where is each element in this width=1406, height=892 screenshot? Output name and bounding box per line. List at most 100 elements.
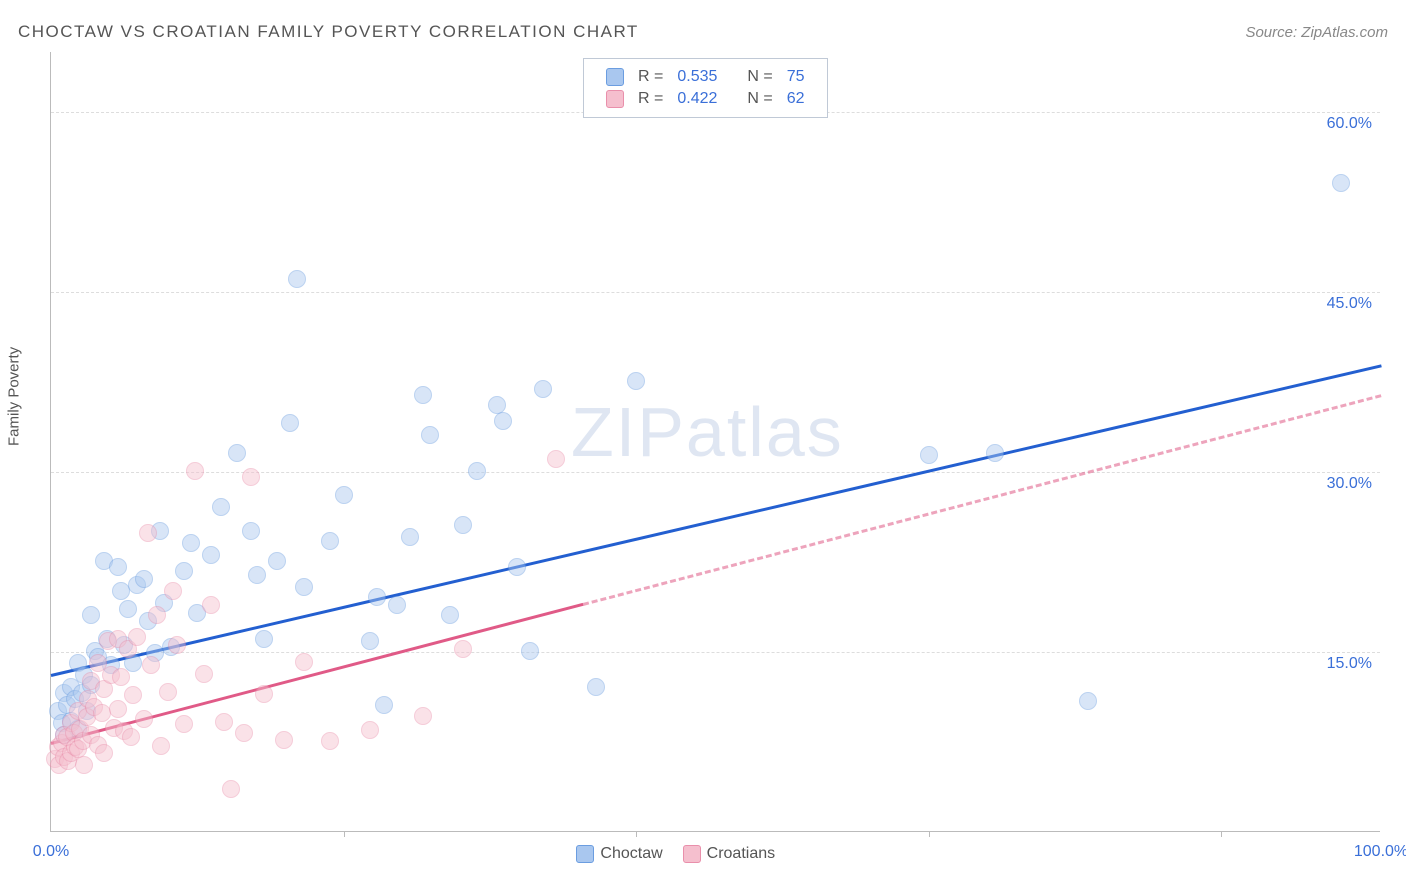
scatter-point (587, 678, 605, 696)
scatter-point (321, 732, 339, 750)
chart-title: CHOCTAW VS CROATIAN FAMILY POVERTY CORRE… (18, 22, 639, 42)
y-axis-label: Family Poverty (6, 347, 23, 446)
legend-r-label: R = (632, 67, 669, 87)
scatter-point (454, 640, 472, 658)
y-tick-label: 45.0% (1327, 295, 1372, 313)
scatter-point (375, 696, 393, 714)
scatter-point (202, 596, 220, 614)
scatter-point (920, 446, 938, 464)
scatter-point (275, 731, 293, 749)
y-tick-label: 60.0% (1327, 115, 1372, 133)
chart-container: CHOCTAW VS CROATIAN FAMILY POVERTY CORRE… (0, 0, 1406, 892)
scatter-point (215, 713, 233, 731)
x-tick (1221, 831, 1222, 837)
scatter-point (421, 426, 439, 444)
scatter-point (547, 450, 565, 468)
scatter-point (1079, 692, 1097, 710)
scatter-point (75, 756, 93, 774)
gridline (51, 292, 1380, 293)
scatter-point (222, 780, 240, 798)
scatter-point (361, 632, 379, 650)
legend-n-label: N = (741, 67, 778, 87)
legend-n-label: N = (741, 89, 778, 109)
legend-swatch (606, 68, 624, 86)
scatter-point (95, 744, 113, 762)
legend-n-value: 62 (781, 89, 811, 109)
scatter-point (295, 653, 313, 671)
scatter-point (235, 724, 253, 742)
scatter-point (281, 414, 299, 432)
scatter-point (112, 668, 130, 686)
legend-r-label: R = (632, 89, 669, 109)
scatter-point (228, 444, 246, 462)
scatter-point (368, 588, 386, 606)
legend-series: Choctaw Croatians (556, 845, 775, 863)
y-tick-label: 30.0% (1327, 475, 1372, 493)
scatter-point (388, 596, 406, 614)
scatter-point (248, 566, 266, 584)
scatter-point (508, 558, 526, 576)
plot-area: ZIPatlas 15.0%30.0%45.0%60.0%0.0%100.0%R… (50, 52, 1380, 832)
trend-line (51, 364, 1382, 677)
title-bar: CHOCTAW VS CROATIAN FAMILY POVERTY CORRE… (18, 22, 1388, 42)
legend-stats: R =0.535 N =75 R =0.422 N =62 (583, 58, 828, 118)
scatter-point (534, 380, 552, 398)
legend-swatch (683, 845, 701, 863)
legend-swatch (576, 845, 594, 863)
scatter-point (109, 558, 127, 576)
scatter-point (441, 606, 459, 624)
scatter-point (122, 728, 140, 746)
scatter-point (268, 552, 286, 570)
scatter-point (986, 444, 1004, 462)
scatter-point (468, 462, 486, 480)
trend-line (583, 394, 1382, 606)
legend-series-label: Choctaw (600, 845, 662, 862)
scatter-point (321, 532, 339, 550)
y-tick-label: 15.0% (1327, 655, 1372, 673)
legend-n-value: 75 (781, 67, 811, 87)
scatter-point (168, 636, 186, 654)
scatter-point (142, 656, 160, 674)
scatter-point (494, 412, 512, 430)
scatter-point (295, 578, 313, 596)
legend-series-label: Croatians (707, 845, 775, 862)
scatter-point (335, 486, 353, 504)
x-tick (344, 831, 345, 837)
x-tick (636, 831, 637, 837)
scatter-point (159, 683, 177, 701)
scatter-point (454, 516, 472, 534)
scatter-point (119, 600, 137, 618)
legend-r-value: 0.535 (671, 67, 723, 87)
scatter-point (202, 546, 220, 564)
trend-line (51, 603, 584, 745)
scatter-point (175, 562, 193, 580)
x-tick-label: 0.0% (33, 843, 69, 861)
scatter-point (401, 528, 419, 546)
gridline (51, 652, 1380, 653)
scatter-point (135, 570, 153, 588)
scatter-point (164, 582, 182, 600)
scatter-point (109, 700, 127, 718)
scatter-point (255, 685, 273, 703)
scatter-point (361, 721, 379, 739)
x-tick (929, 831, 930, 837)
scatter-point (135, 710, 153, 728)
scatter-point (175, 715, 193, 733)
scatter-point (414, 386, 432, 404)
scatter-point (255, 630, 273, 648)
legend-r-value: 0.422 (671, 89, 723, 109)
legend-swatch (606, 90, 624, 108)
scatter-point (148, 606, 166, 624)
scatter-point (212, 498, 230, 516)
scatter-point (139, 524, 157, 542)
scatter-point (627, 372, 645, 390)
scatter-point (414, 707, 432, 725)
scatter-point (186, 462, 204, 480)
x-tick-label: 100.0% (1354, 843, 1406, 861)
source-label: Source: ZipAtlas.com (1245, 24, 1388, 41)
scatter-point (1332, 174, 1350, 192)
scatter-point (242, 522, 260, 540)
scatter-point (152, 737, 170, 755)
scatter-point (128, 628, 146, 646)
watermark: ZIPatlas (571, 392, 844, 472)
